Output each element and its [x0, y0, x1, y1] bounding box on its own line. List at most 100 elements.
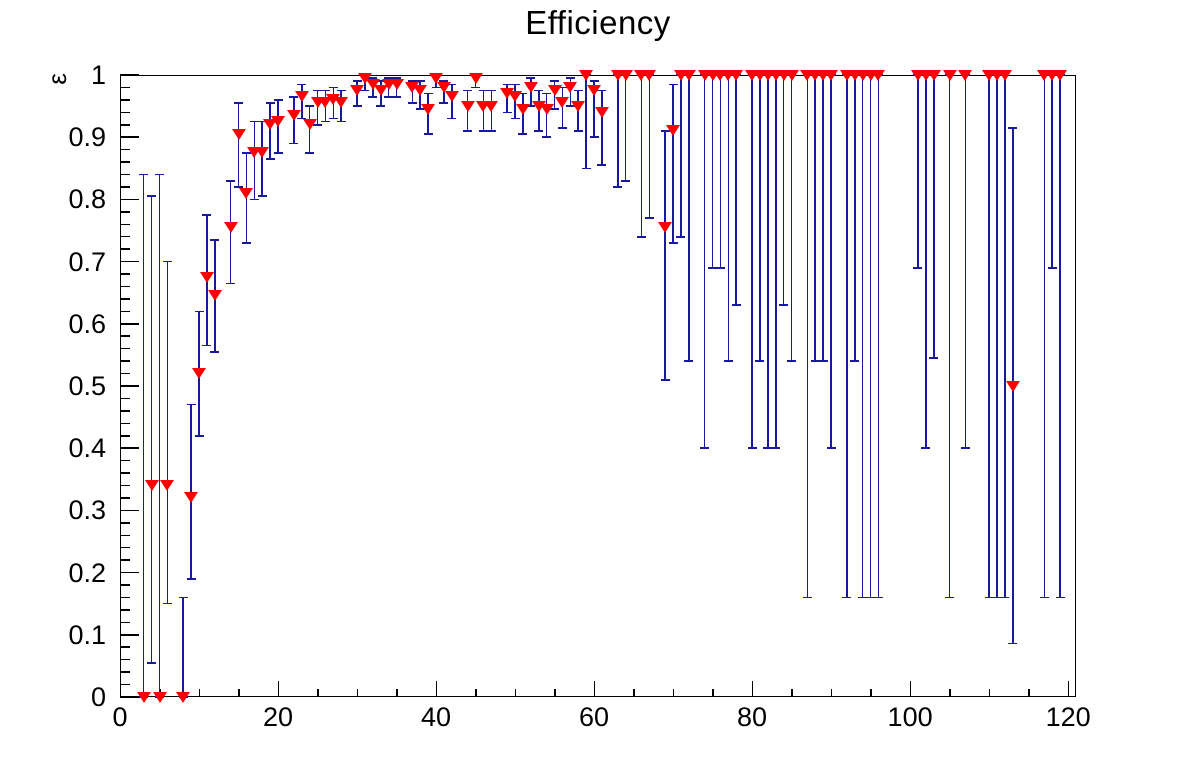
y-axis-tick-label: 0.1	[68, 619, 106, 650]
error-bar-cap	[352, 80, 362, 82]
y-axis-minor-tick	[120, 584, 130, 586]
error-bar-cap	[771, 447, 781, 449]
error-bar-cap	[210, 350, 220, 353]
x-axis-major-tick	[277, 681, 280, 697]
data-point-marker	[176, 691, 191, 703]
data-point-marker	[1005, 380, 1020, 392]
error-bar-cap	[162, 602, 172, 605]
error-bar-cap	[518, 133, 528, 135]
error-bar	[948, 75, 951, 598]
y-axis-minor-tick	[120, 223, 130, 226]
data-point-marker	[760, 69, 775, 81]
data-point-marker	[444, 91, 459, 103]
error-bar-cap	[226, 282, 236, 285]
data-point-marker	[800, 69, 815, 81]
y-axis-major-tick	[120, 696, 139, 698]
data-point-marker	[160, 480, 175, 492]
y-axis-minor-tick	[120, 559, 130, 561]
error-bar-cap	[1055, 596, 1065, 599]
error-bar-cap	[368, 95, 378, 98]
y-axis-minor-tick	[120, 235, 130, 238]
error-bar	[727, 75, 730, 362]
error-bar	[688, 75, 690, 362]
data-point-marker	[405, 81, 420, 93]
data-point-marker	[745, 69, 760, 81]
error-bar	[158, 174, 161, 697]
error-bar-cap	[747, 447, 757, 449]
data-point-marker	[918, 69, 933, 81]
error-bar-cap	[407, 102, 417, 104]
error-bar-cap	[257, 195, 267, 198]
data-point-marker	[563, 81, 578, 93]
data-point-marker	[871, 69, 886, 81]
data-point-marker	[571, 100, 586, 112]
x-axis-minor-tick	[791, 689, 793, 697]
error-bar-cap	[984, 596, 994, 599]
data-point-marker	[547, 85, 562, 97]
error-bar-cap	[328, 86, 338, 89]
error-bar-cap	[589, 80, 599, 82]
error-bar-cap	[929, 357, 939, 359]
error-bar-cap	[668, 83, 678, 86]
error-bar	[853, 75, 856, 362]
error-bar-cap	[1008, 127, 1018, 129]
error-bar	[237, 102, 240, 187]
error-bar	[182, 597, 184, 697]
x-axis-minor-tick	[1028, 689, 1030, 697]
data-point-marker	[839, 69, 854, 81]
error-bar-cap	[1039, 596, 1049, 599]
x-axis-tick-label: 120	[1045, 702, 1091, 732]
error-bar-cap	[249, 198, 259, 201]
error-bar-cap	[139, 173, 149, 176]
y-axis-minor-tick	[120, 335, 130, 337]
data-point-marker	[255, 147, 270, 159]
error-bar-cap	[194, 434, 204, 437]
y-axis-minor-tick	[120, 534, 130, 537]
data-point-marker	[587, 85, 602, 97]
chart-title: Efficiency	[525, 4, 671, 41]
error-bar-cap	[826, 447, 836, 449]
y-axis-minor-tick	[120, 472, 130, 474]
error-bar-cap	[526, 77, 536, 79]
error-bar-cap	[486, 130, 496, 132]
error-bar-cap	[439, 102, 449, 104]
error-bar-cap	[1000, 596, 1010, 599]
error-bar	[166, 261, 169, 604]
data-point-marker	[500, 88, 515, 100]
error-bar-cap	[565, 105, 575, 107]
error-bar-cap	[305, 151, 315, 154]
error-bar-cap	[289, 142, 299, 145]
y-axis-minor-tick	[120, 422, 130, 425]
data-point-marker	[910, 69, 925, 81]
error-bar-cap	[463, 130, 473, 132]
error-bar	[964, 75, 967, 449]
x-axis-minor-tick	[238, 689, 240, 697]
error-bar-cap	[1008, 642, 1018, 645]
data-point-marker	[579, 69, 594, 81]
y-axis-minor-tick	[120, 124, 130, 126]
error-bar-cap	[700, 447, 710, 449]
error-bar-cap	[147, 195, 157, 198]
error-bar-cap	[297, 117, 307, 120]
y-axis-tick-label: 0.2	[68, 557, 106, 588]
x-axis-minor-tick	[988, 689, 991, 697]
data-point-marker	[713, 69, 728, 81]
error-bar-cap	[320, 89, 330, 92]
error-bar	[861, 75, 864, 598]
y-axis-tick-label: 0.5	[68, 371, 106, 401]
error-bar	[616, 75, 619, 187]
error-bar-cap	[265, 158, 275, 160]
error-bar-cap	[755, 360, 765, 362]
error-bar-cap	[249, 120, 259, 123]
y-axis-minor-tick	[120, 298, 130, 300]
y-axis-tick-label: 0.4	[68, 433, 106, 464]
data-point-marker	[184, 492, 199, 504]
y-axis-minor-tick	[120, 99, 130, 101]
y-axis-minor-tick	[120, 248, 130, 250]
error-bar	[593, 81, 595, 138]
error-bar-cap	[913, 267, 923, 269]
error-bar-cap	[502, 83, 512, 86]
y-axis-tick-label: 0	[90, 682, 106, 712]
error-bar	[585, 75, 587, 169]
x-axis-tick-label: 20	[262, 702, 294, 732]
